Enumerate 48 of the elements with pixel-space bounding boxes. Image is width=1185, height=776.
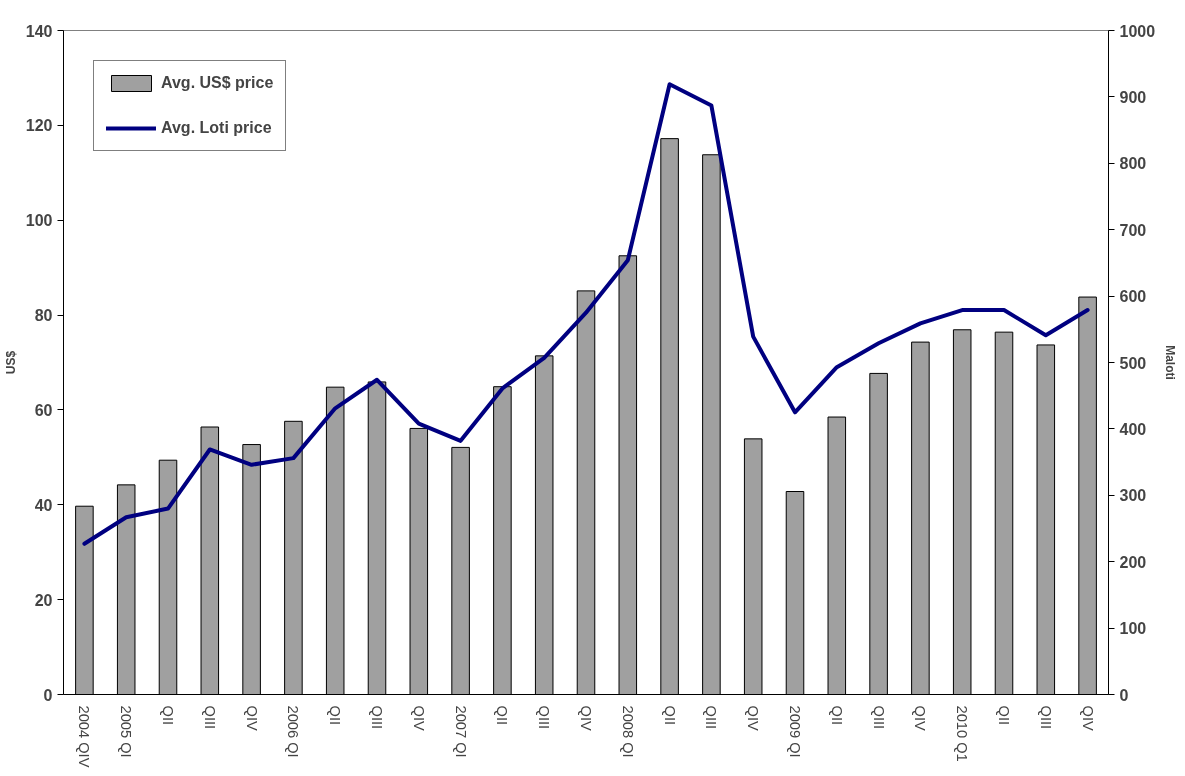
x-tick-label: QIII [201,705,218,730]
y2-tick-label: 700 [1119,221,1147,239]
y-tick-label: 40 [34,496,53,514]
x-tick-label: QII [661,705,678,726]
y2-tick-label: 600 [1119,288,1147,306]
x-tick-label: QIII [536,705,553,730]
x-tick-label: QII [327,705,344,726]
y-tick-label: 20 [34,591,53,609]
x-tick-label: QIV [410,705,427,731]
y-tick-label: 60 [34,401,53,419]
x-tick-label: QIV [243,705,260,731]
x-tick-label: QIV [578,705,594,731]
x-tick-label: QIV [912,705,929,731]
x-tick-label: 2009 QI [787,705,803,758]
x-tick-label: QIV [1079,705,1096,731]
legend-label: Avg. Loti price [161,119,272,137]
x-tick-label: QII [160,705,176,726]
y2-tick-label: 1000 [1119,22,1156,40]
x-tick-label: QII [494,705,511,726]
y-axis-title: US$ [3,350,18,375]
x-tick-label: 2006 QI [285,705,302,758]
y-tick-label: 0 [43,686,53,704]
y2-tick-label: 100 [1119,620,1147,638]
y2-tick-label: 900 [1119,88,1147,106]
x-tick-label: 2004 QIV [76,705,93,768]
x-tick-label: QIII [870,705,887,730]
y-tick-label: 140 [25,22,53,40]
x-tick-label: QIII [703,705,720,730]
x-tick-label: 2010 Q1 [954,705,971,762]
y-tick-label: 120 [25,117,53,135]
x-tick-label: QII [828,705,845,726]
y-tick-label: 100 [25,212,53,230]
y2-axis-title: Maloti [1163,345,1178,380]
y2-tick-label: 400 [1119,420,1147,438]
y2-tick-label: 800 [1119,155,1147,173]
y2-tick-label: 300 [1119,487,1147,505]
y-tick-label: 80 [34,307,53,325]
y2-tick-label: 200 [1119,553,1147,571]
x-tick-label: 2005 QI [118,705,135,758]
x-tick-label: 2008 QI [619,705,636,758]
x-tick-label: QIII [1037,705,1054,730]
y2-tick-label: 0 [1119,686,1129,704]
x-tick-label: QII [996,705,1012,726]
x-tick-label: 2007 QI [452,705,469,758]
y2-tick-label: 500 [1119,354,1147,372]
legend-label: Avg. US$ price [161,74,274,92]
x-tick-label: QIV [745,705,762,731]
x-tick-label: QIII [369,705,385,730]
